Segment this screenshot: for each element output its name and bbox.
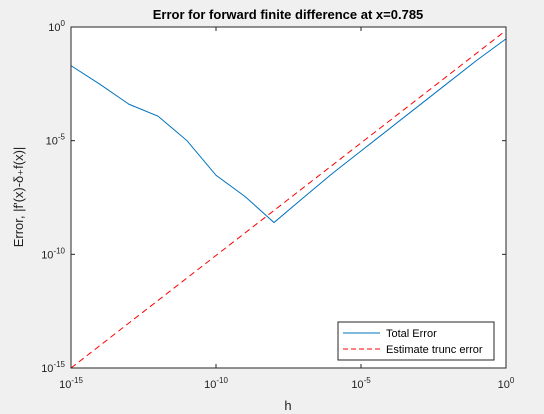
x-tick-label: 10-10	[204, 376, 228, 391]
x-ticks: 10-15 10-10 10-5 100	[59, 27, 515, 391]
chart-title: Error for forward finite difference at x…	[153, 7, 424, 22]
legend-box	[337, 321, 495, 361]
y-tick-label: 10-5	[46, 133, 66, 148]
series-line-0	[70, 38, 507, 224]
y-tick-label: 10-15	[41, 360, 65, 375]
y-axis-label: Error, |f'(x)-δ₊f(x)|	[11, 147, 26, 248]
y-tick-label: 10-10	[41, 246, 65, 261]
x-tick-label: 10-15	[59, 376, 83, 391]
series-layer	[70, 30, 507, 369]
x-axis-label: h	[284, 398, 291, 413]
x-tick-label: 100	[498, 376, 515, 391]
y-tick-label: 100	[48, 19, 65, 34]
axes-box	[70, 26, 507, 369]
legend-label-total-error: Total Error	[386, 328, 437, 340]
legend-label-trunc-error: Estimate trunc error	[386, 344, 483, 356]
legend: Total Error Estimate trunc error	[337, 321, 495, 361]
y-ticks: 10-15 10-10 10-5 100	[41, 19, 506, 375]
series-line-1	[70, 30, 507, 369]
x-tick-label: 10-5	[351, 376, 371, 391]
